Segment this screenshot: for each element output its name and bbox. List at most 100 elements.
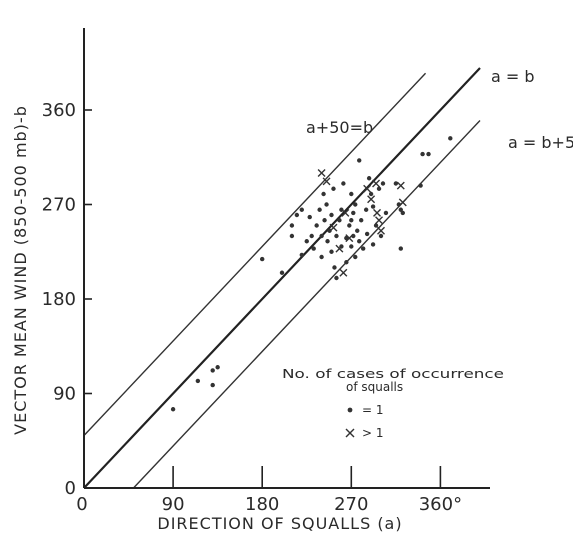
data-point-single [289,223,295,228]
data-point-single [378,233,384,239]
data-point-single [215,365,220,370]
data-point-single [317,207,322,212]
data-point-single [337,218,342,223]
data-point-single [360,246,366,251]
data-point-single [353,202,358,207]
x-tick-label: 270 [334,494,368,515]
data-point-single [359,218,364,223]
data-point-single [329,212,334,218]
data-point-multiple [375,216,384,225]
ticks: 0 90 180 270 360° 0 90 180 270 360 [42,100,462,515]
data-point-single [314,223,319,228]
data-point-single [351,210,356,216]
y-tick-label: 270 [42,195,76,216]
data-point-single [349,244,354,249]
data-point-multiple [367,195,376,204]
data-point-single [368,191,374,197]
data-point-single [195,378,201,384]
data-point-single [376,186,382,191]
data-point-single [331,186,336,191]
y-axis-title: VECTOR MEAN WIND (850-500 mb)-b [11,105,30,435]
data-point-single [347,223,352,228]
x-tick-label: 360° [419,494,462,515]
data-point-single [334,275,339,281]
x-tick-label: 180 [245,494,279,515]
data-point-single [307,214,312,220]
axes [83,28,490,489]
data-point-multiple [339,268,348,277]
data-point-multiple [341,208,350,217]
data-point-single [357,158,362,163]
data-point-multiple [363,184,372,193]
data-point-single [353,254,358,260]
data-point-single [289,233,295,239]
data-point-single [393,181,399,186]
data-point-single [309,233,314,239]
data-point-multiple [398,198,407,207]
data-point-single [400,210,405,216]
data-point-single [319,254,324,260]
data-point-single [349,191,354,197]
data-point-multiple [345,234,354,243]
data-point-single [398,246,403,251]
data-points [170,136,453,412]
y-tick-label: 90 [53,384,76,405]
data-point-single [349,218,354,223]
data-point-multiple [372,179,381,188]
data-point-single [299,207,304,212]
data-point-single [324,202,329,207]
data-point-multiple [377,226,385,235]
line-label-a-plus-50: a+50=b [306,118,373,137]
data-point-single [370,242,376,247]
data-point-single [420,151,425,157]
data-point-single [398,207,403,212]
data-point-single [311,246,316,251]
data-point-single [357,239,362,244]
data-point-single [260,256,265,262]
data-point-single [304,239,309,244]
data-point-single [319,233,324,239]
x-tick-label: 0 [76,494,87,515]
legend-title-line-2: of squalls [346,380,403,394]
data-point-single [426,151,431,157]
data-point-multiple [396,181,405,190]
data-point-single [332,265,337,270]
line-label-a-equals-b-plus-50: a = b+50 [508,133,573,152]
data-point-single [344,260,349,265]
data-point-single [380,181,386,186]
data-point-multiple [322,177,331,186]
ref-line-a-equals-b-plus-50 [132,120,481,489]
data-point-single [321,191,326,197]
reference-lines [83,67,481,489]
x-tick-label: 90 [162,494,185,515]
legend-entry-dot: = 1 [362,403,384,417]
line-label-a-equals-b: a = b [491,67,535,86]
data-point-single [170,407,176,412]
data-point-multiple [317,169,326,177]
data-point-single [279,270,285,275]
y-tick-label: 0 [65,478,76,499]
data-point-single [418,183,423,188]
legend-entry-cross: > 1 [362,426,384,440]
legend-title-line-1: No. of cases of occurrence [282,367,504,381]
data-point-single [341,181,346,186]
data-point-single [373,223,379,228]
data-point-multiple [373,208,382,217]
data-point-single [294,212,300,218]
data-point-single [210,382,215,388]
data-point-single [383,210,389,216]
y-tick-label: 180 [42,289,76,310]
data-point-single [355,228,360,233]
legend-cross-marker [345,428,355,438]
ref-line-a-equals-b [83,67,481,489]
ref-line-a-plus-50 [83,72,427,436]
legend-title: No. of cases of occurrence [282,367,504,381]
x-axis-title: DIRECTION OF SQUALLS (a) [157,514,402,533]
data-point-multiple [329,223,338,232]
data-point-single [322,218,327,223]
data-point-single [210,368,215,373]
data-point-single [325,239,330,244]
data-point-single [448,136,453,141]
data-point-single [363,207,369,212]
legend: No. of cases of occurrence of squalls = … [282,367,504,440]
